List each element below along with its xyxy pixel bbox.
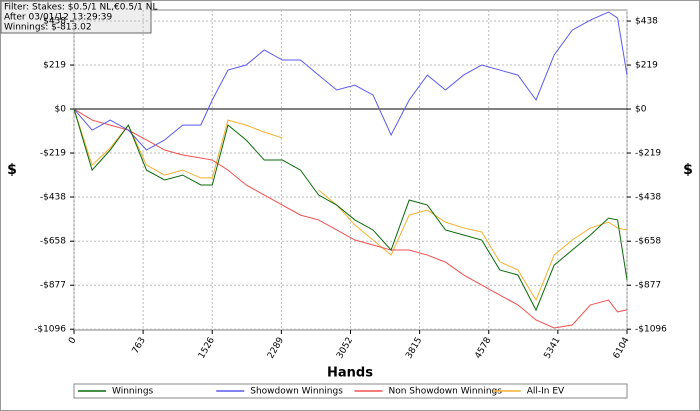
y2-tick-label: -$1096	[635, 325, 667, 335]
y-tick-label: $438	[43, 17, 66, 27]
y2-tick-label: -$658	[635, 237, 661, 247]
y2-tick-label: -$438	[635, 193, 661, 203]
legend	[73, 383, 628, 399]
series-line	[73, 11, 628, 151]
y2-axis-label: $	[683, 162, 693, 178]
y-axis-label: $	[7, 162, 17, 178]
y-tick-label: -$877	[40, 281, 66, 291]
legend-label: Showdown Winnings	[250, 387, 343, 397]
y-tick-label: -$219	[40, 149, 66, 159]
series-line	[73, 108, 628, 329]
legend-label: Non Showdown Winnings	[389, 387, 503, 397]
filter-text: After 03/01/12 13:29:39	[4, 13, 112, 23]
filter-text: Filter: Stakes: $0.5/1 NL,€0.5/1 NL	[4, 3, 157, 13]
y2-tick-label: $438	[635, 17, 658, 27]
y-tick-label: -$438	[40, 193, 66, 203]
y-tick-label: -$658	[40, 237, 66, 247]
y-tick-label: $0	[55, 105, 67, 115]
series-line	[73, 108, 628, 312]
y2-tick-label: -$219	[635, 149, 661, 159]
filter-text: Winnings: $-813.02	[4, 23, 92, 33]
y2-tick-label: $219	[635, 61, 658, 71]
y-tick-label: -$1096	[34, 325, 66, 335]
y2-tick-label: $0	[635, 105, 647, 115]
y-tick-label: $219	[43, 61, 66, 71]
x-tick-label: 0	[67, 336, 79, 346]
filter-box	[0, 0, 152, 34]
series-line	[73, 108, 628, 302]
legend-label: All-In EV	[527, 387, 565, 397]
y2-tick-label: -$877	[635, 281, 661, 291]
x-axis-label: Hands	[327, 366, 373, 381]
legend-label: Winnings	[112, 387, 154, 397]
